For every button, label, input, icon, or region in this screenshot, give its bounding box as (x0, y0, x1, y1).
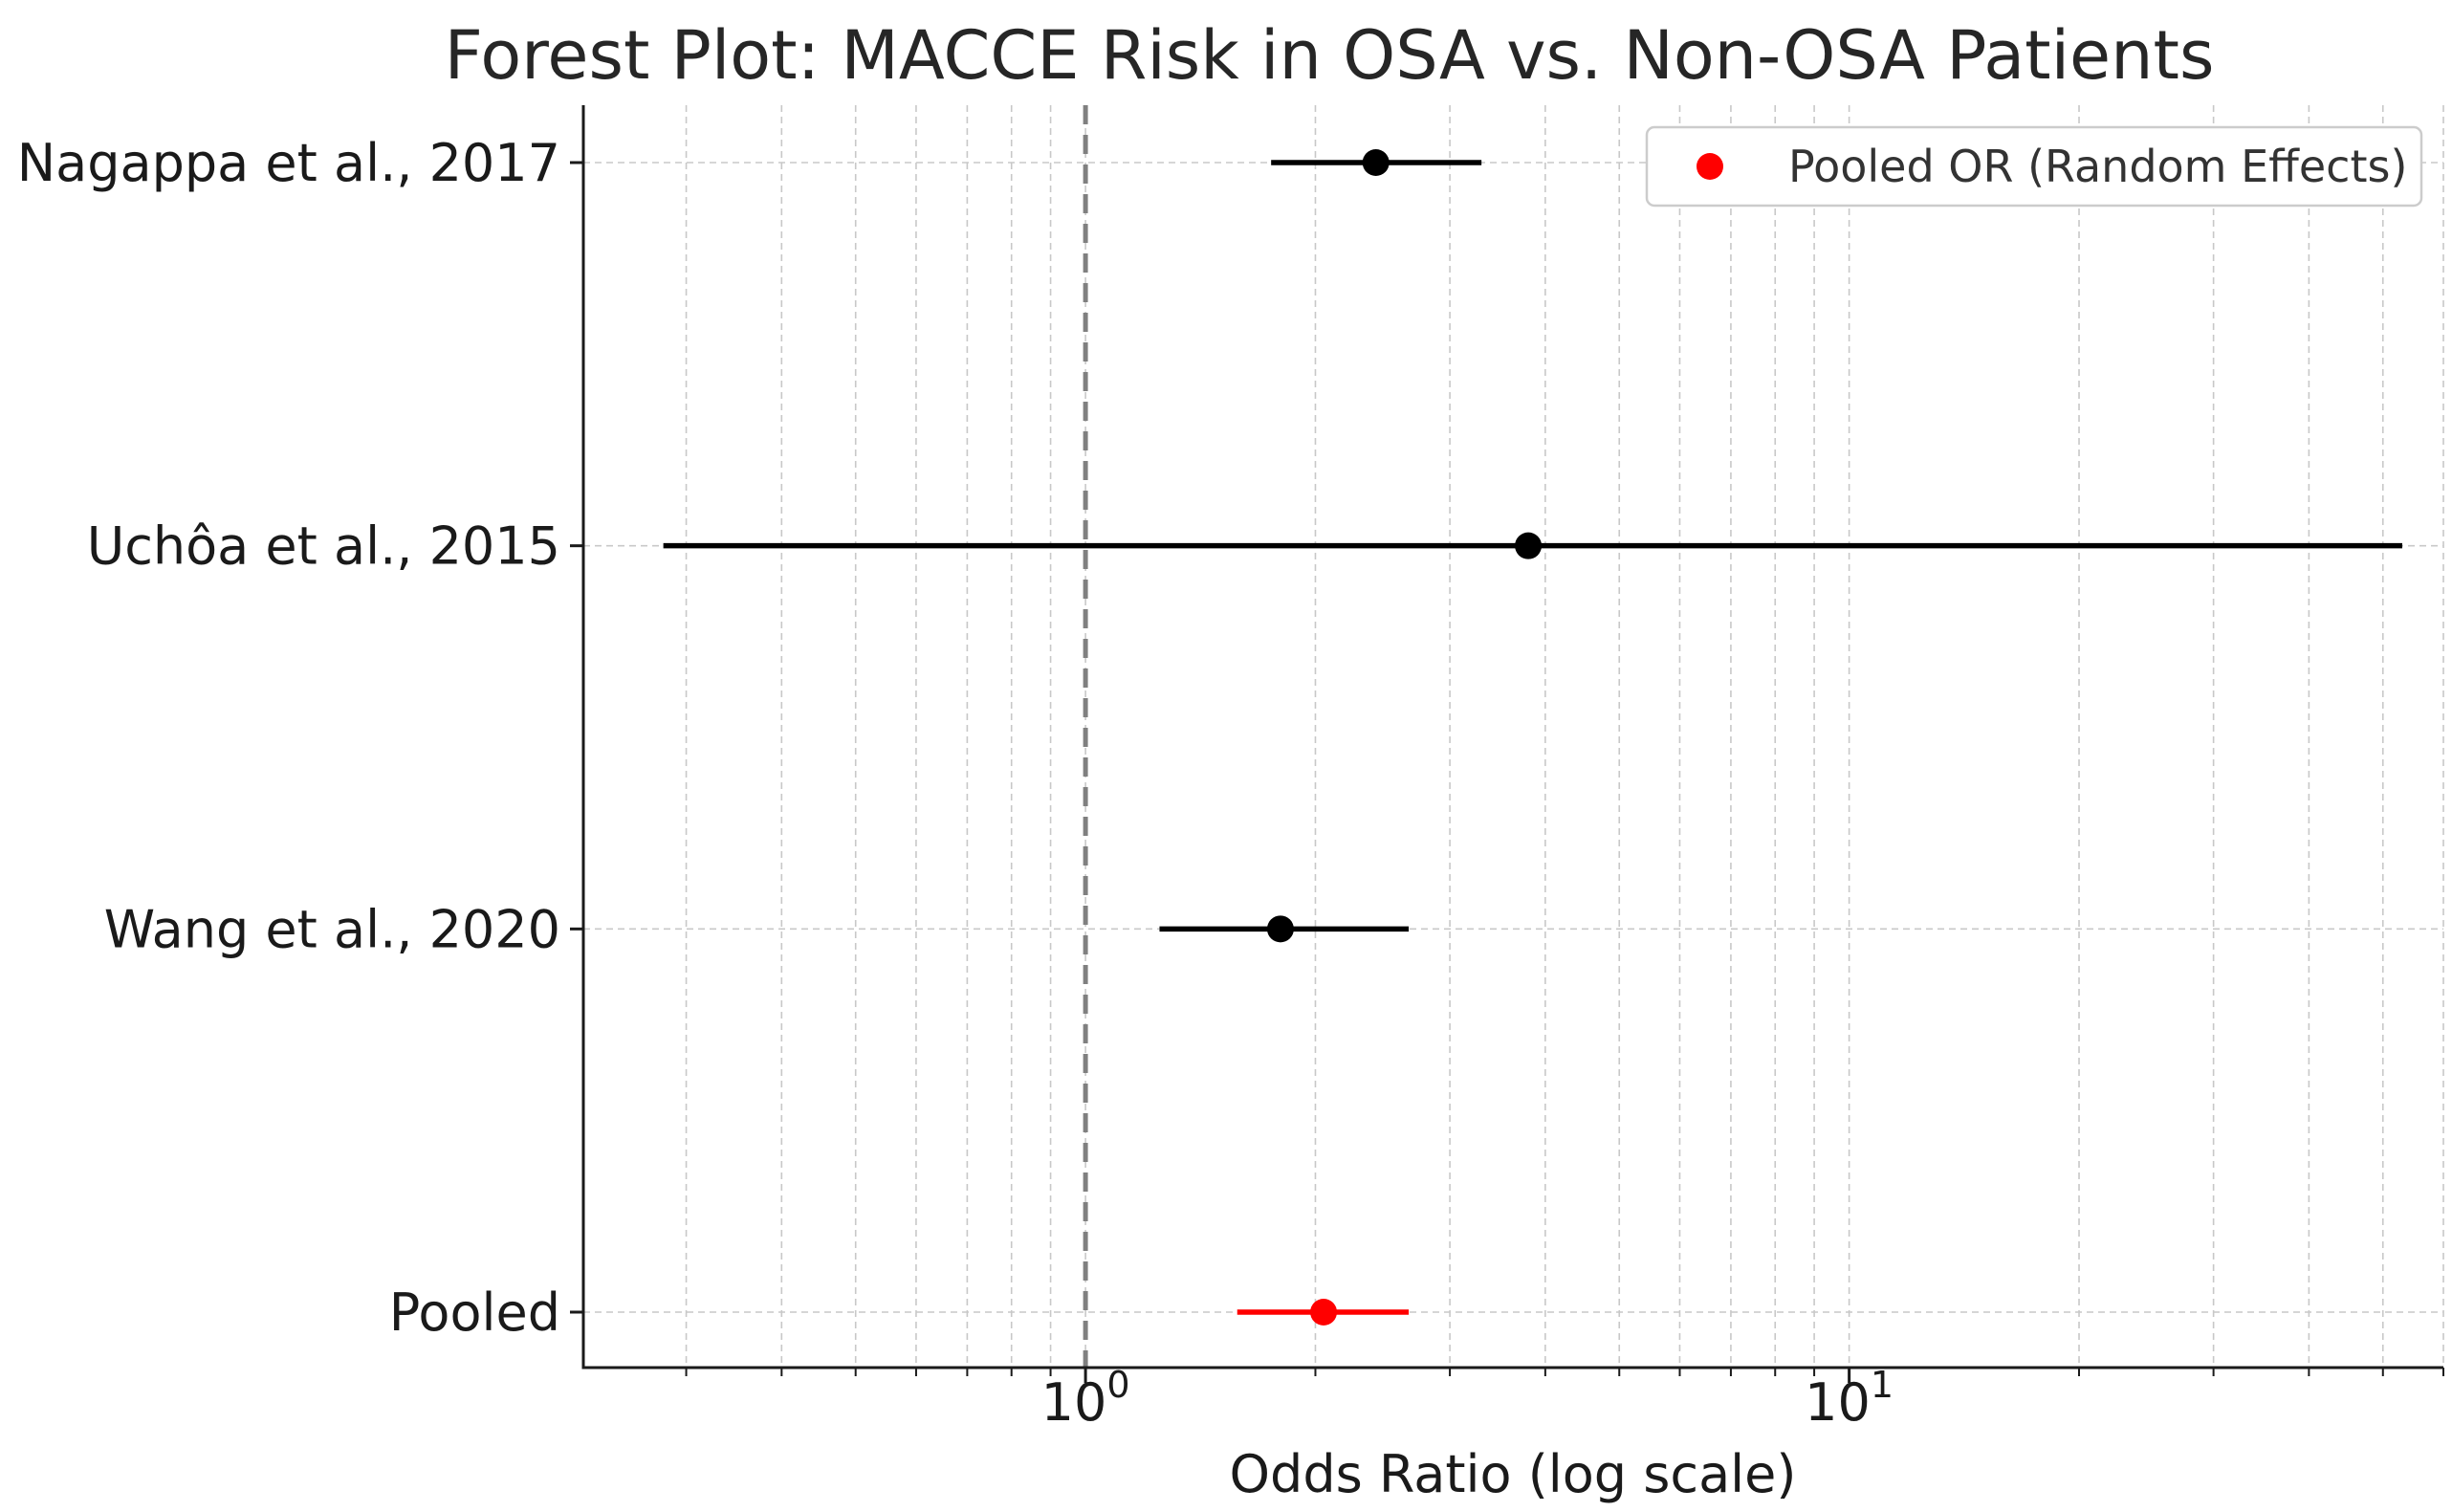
axes (581, 105, 2443, 1370)
y-tick-labels: Nagappa et al., 2017 Uchôa et al., 2015 Wa… (17, 133, 583, 1343)
x-tick-labels: 100 101 (685, 1364, 2444, 1433)
legend: Pooled OR (Random Effects) (1645, 125, 2423, 208)
y-tick-label: Wang et al., 2020 (104, 899, 560, 959)
x-tick-label: 100 (1041, 1364, 1130, 1433)
study-row (1159, 915, 1410, 943)
point-estimate (1266, 915, 1294, 943)
study-marks (663, 149, 2402, 1326)
point-estimate (1310, 1299, 1338, 1326)
study-row (663, 532, 2402, 559)
chart-title: Forest Plot: MACCE Risk in OSA vs. Non-O… (445, 16, 2215, 95)
point-estimate (1515, 532, 1543, 559)
y-tick-label: Uchôa et al., 2015 (87, 516, 560, 577)
y-tick-label: Nagappa et al., 2017 (17, 133, 560, 193)
grid-lines (583, 105, 2444, 1368)
x-axis-label: Odds Ratio (log scale) (1230, 1444, 1797, 1504)
study-row (1271, 149, 1482, 176)
study-row (1237, 1299, 1410, 1326)
legend-label: Pooled OR (Random Effects) (1788, 141, 2407, 192)
legend-marker (1697, 153, 1723, 180)
y-tick-label: Pooled (389, 1282, 560, 1343)
legend-box (1645, 125, 2423, 208)
x-tick-label: 101 (1805, 1364, 1894, 1433)
point-estimate (1362, 149, 1390, 176)
